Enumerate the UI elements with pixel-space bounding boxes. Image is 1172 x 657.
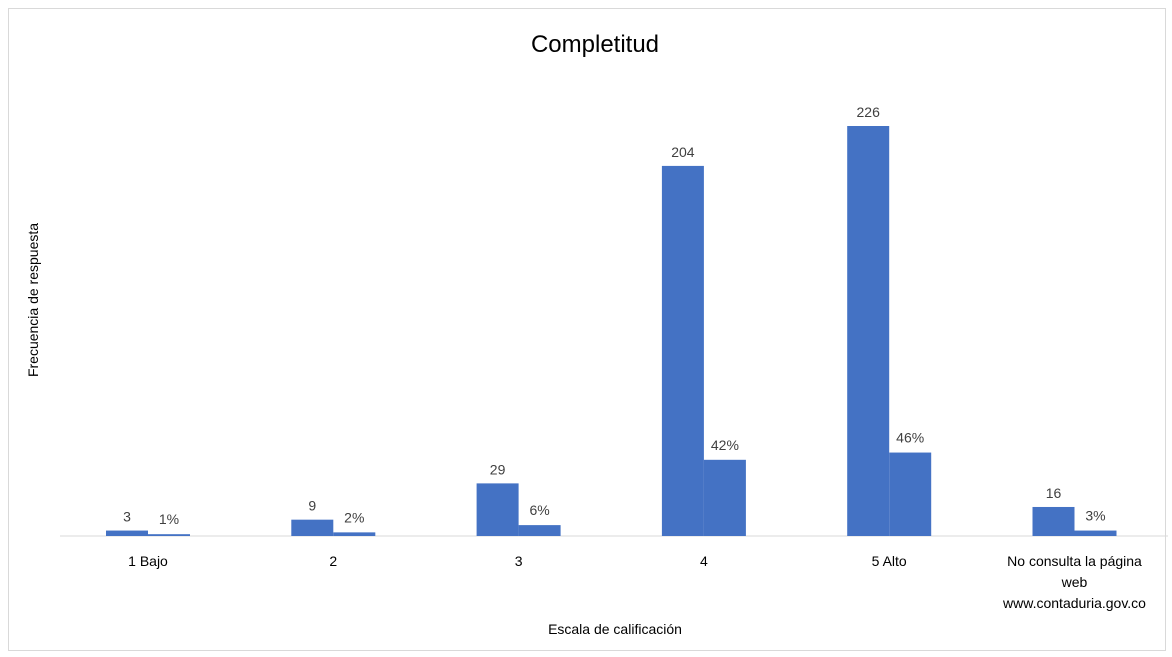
bar-percent	[518, 525, 561, 536]
category-tick-label: 1 Bajo	[128, 553, 168, 569]
bar-count-label: 204	[671, 144, 695, 160]
bar-percent-label: 3%	[1085, 508, 1105, 524]
bar-percent	[703, 459, 746, 536]
chart-title: Completitud	[531, 31, 659, 58]
bar-count-label: 226	[857, 104, 881, 120]
bar-count-label: 3	[123, 509, 131, 525]
x-axis-label: Escala de calificación	[548, 621, 682, 637]
category-tick-label: 4	[700, 553, 708, 569]
bar-percent-label: 1%	[159, 511, 179, 527]
category-tick-label: 2	[329, 553, 337, 569]
bar-percent	[333, 532, 376, 536]
bar-percent-label: 6%	[529, 502, 549, 518]
category-tick-label: No consulta la página	[1007, 553, 1142, 569]
category-tick-label: 3	[515, 553, 523, 569]
bar-percent-label: 46%	[896, 430, 924, 446]
bar-count	[847, 126, 890, 536]
bar-count-label: 16	[1046, 485, 1062, 501]
bar-count	[291, 519, 334, 536]
y-axis-label: Frecuencia de respuesta	[25, 223, 41, 377]
category-tick-label: www.contaduria.gov.co	[1002, 595, 1146, 611]
bar-percent-label: 2%	[344, 509, 364, 525]
category-tick-label: web	[1061, 574, 1088, 590]
bar-count	[1032, 506, 1075, 536]
bar-count	[661, 165, 704, 536]
bar-percent	[1074, 530, 1117, 536]
bar-percent	[889, 452, 932, 536]
bar-count-label: 9	[308, 498, 316, 514]
bar-percent	[148, 534, 190, 536]
bar-count-label: 29	[490, 461, 506, 477]
chart-frame	[8, 8, 1166, 651]
bar-count	[106, 530, 148, 536]
category-tick-label: 5 Alto	[872, 553, 907, 569]
bar-percent-label: 42%	[711, 437, 739, 453]
bar-count	[476, 483, 519, 536]
